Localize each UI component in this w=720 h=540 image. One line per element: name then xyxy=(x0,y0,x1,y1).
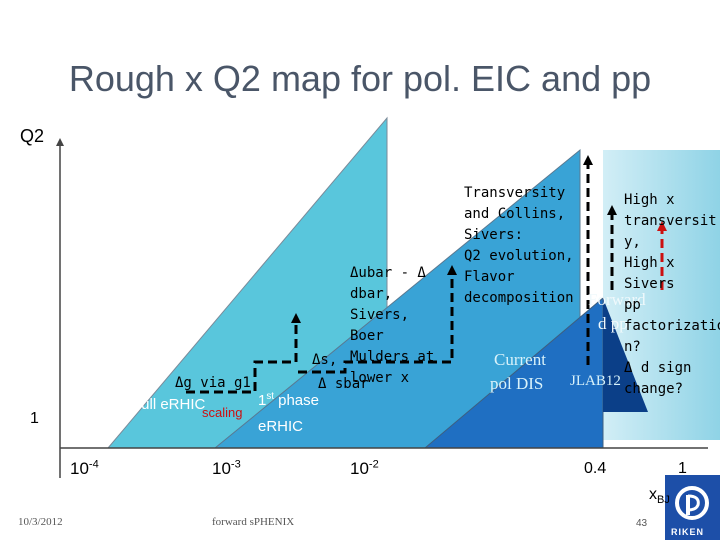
ds-arrow xyxy=(298,265,457,374)
current-pol-dis-label: Current pol DIS xyxy=(490,350,546,393)
dg-arrow xyxy=(186,313,301,394)
x-tick-1e-4: 10-4 xyxy=(70,458,99,478)
jlab12-label: JLAB12 xyxy=(570,373,621,389)
erhic-label: eRHIC xyxy=(258,418,304,435)
x-tick-0-4: 0.4 xyxy=(584,460,607,477)
high-x-dark-region xyxy=(603,298,648,412)
dubar-label: Δubar - Δ dbar, Sivers, Boer Mulders at … xyxy=(350,265,435,386)
transversity-label: Transversity and Collins, Sivers: Q2 evo… xyxy=(464,185,574,306)
first-phase-label: 1st phase xyxy=(258,391,319,409)
dg-label: Δg via g1 xyxy=(175,375,251,391)
x-axis-label: xBJ xyxy=(649,486,670,507)
riken-logo-text: RIKEN xyxy=(671,527,705,537)
footer-center: forward sPHENIX xyxy=(212,516,295,528)
y-axis-label: Q2 xyxy=(20,126,45,146)
y-axis-tick-1: 1 xyxy=(30,410,39,427)
footer-page-number: 43 xyxy=(636,518,648,529)
footer-date: 10/3/2012 xyxy=(18,516,63,528)
full-erhic-label: Full eRHIC xyxy=(132,396,206,413)
x-tick-1: 1 xyxy=(678,460,687,477)
x-tick-1e-2: 10-2 xyxy=(350,458,379,478)
page-title: Rough x Q2 map for pol. EIC and pp xyxy=(68,58,652,99)
x-tick-1e-3: 10-3 xyxy=(212,458,241,478)
high-x-label: High x transversit y, High x Sivers pp f… xyxy=(624,192,720,397)
riken-logo xyxy=(665,475,720,540)
scaling-label: scaling xyxy=(202,405,243,420)
forward-pp-label: Forward d pp xyxy=(588,290,646,333)
dsbar-label: Δ sbar xyxy=(318,376,369,392)
ds-label: Δs, xyxy=(312,352,338,368)
